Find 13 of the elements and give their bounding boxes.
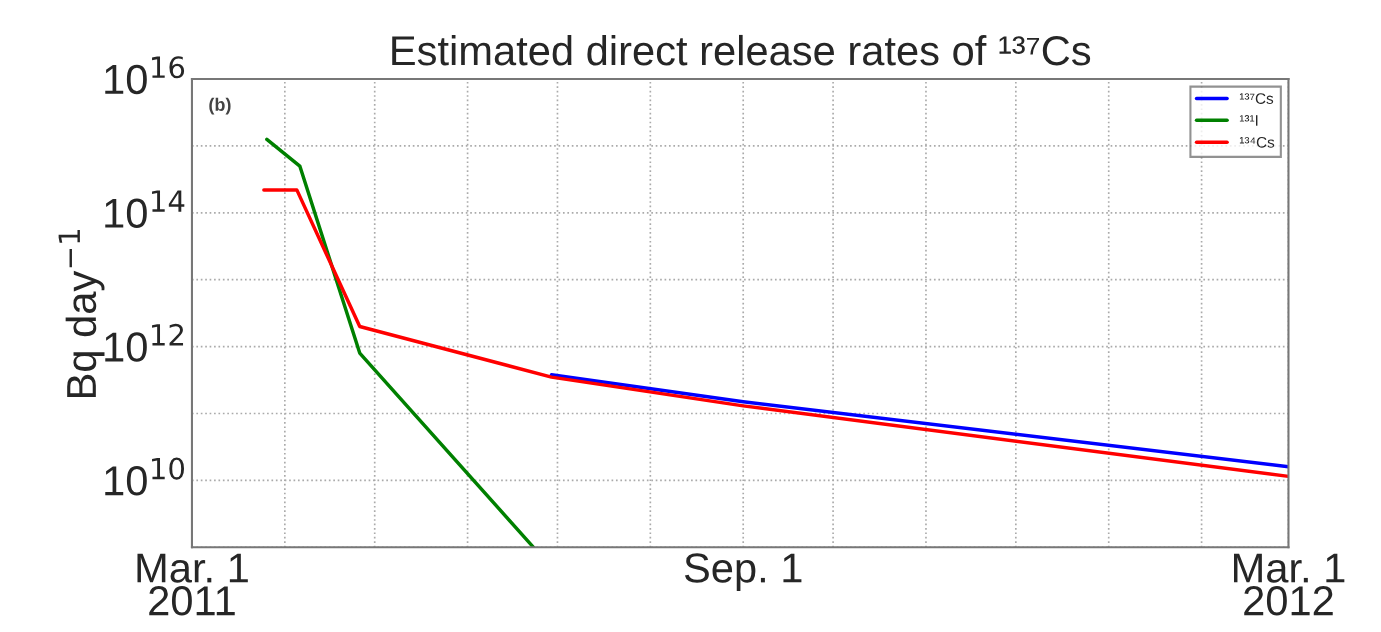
x-tick-label: Sep. 1 <box>684 553 802 592</box>
annotation: (b) <box>209 97 231 115</box>
y-axis-title: Bq day$^{−1}$ <box>58 230 105 398</box>
y-tick-label: 10$^{10}$ <box>105 457 185 496</box>
y-tick-label: 10$^{12}$ <box>105 323 184 362</box>
legend-label: ¹³⁷Cs <box>1239 93 1274 104</box>
x-tick-label: Mar. 1 2012 <box>1234 553 1345 616</box>
y-tick-label: 10$^{14}$ <box>105 190 185 229</box>
x-tick-label: Mar. 1 2011 <box>137 553 248 616</box>
legend-label: ¹³¹I <box>1239 115 1258 126</box>
chart-title: Estimated direct release rates of ¹³⁷Cs <box>392 34 1091 66</box>
legend-label: ¹³⁴Cs <box>1239 136 1275 148</box>
y-tick-label: 10$^{16}$ <box>105 56 185 95</box>
